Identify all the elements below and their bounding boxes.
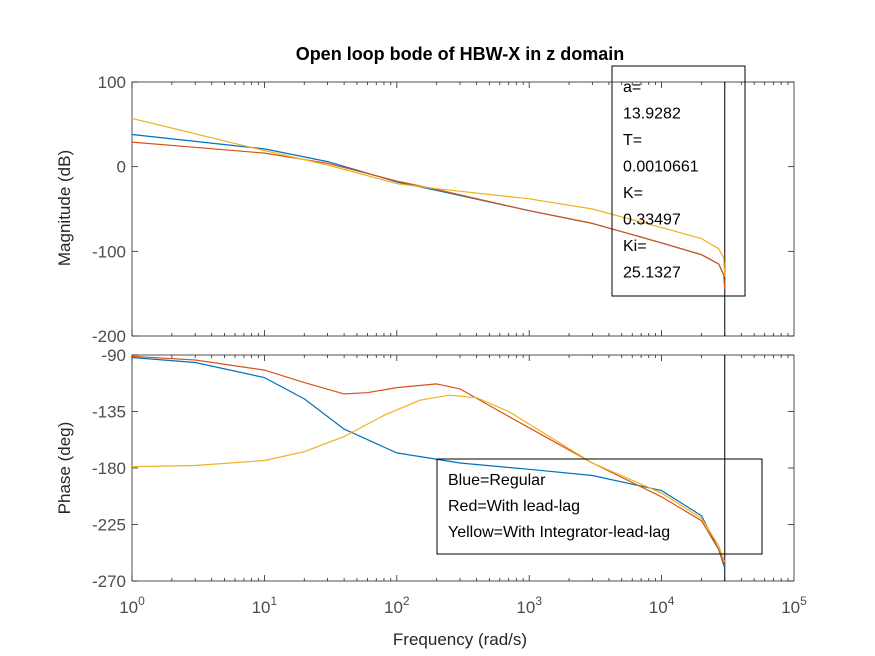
magnitude-panel: 100 0 -100 -200 Magnitude (dB) (55, 73, 795, 346)
params-annotation: a= 13.9282 T= 0.0010661 K= 0.33497 Ki= 25.1327 (611, 65, 746, 297)
params-line: 0.0010661 (623, 159, 699, 176)
legend-text: Blue=Regular Red=With lead-lag Yellow=With… (448, 472, 670, 541)
y-tick-label: 0 (117, 158, 126, 177)
params-line: T= (623, 132, 642, 149)
params-line: 13.9282 (623, 106, 681, 123)
params-text: a= 13.9282 T= 0.0010661 K= 0.33497 Ki= 25.1327 (623, 79, 699, 282)
series-line-blue (131, 356, 726, 569)
phase-xlabel: Frequency (rad/s) (393, 630, 527, 649)
params-line: 25.1327 (623, 265, 681, 282)
phase-lines (131, 355, 726, 581)
legend-line: Red=With lead-lag (448, 498, 580, 515)
y-tick-label: -200 (92, 327, 126, 346)
series-line-yellow (131, 117, 726, 277)
phase-ylabel: Phase (deg) (55, 422, 74, 515)
phase-axes-box (131, 354, 795, 582)
y-tick-label: -100 (92, 242, 126, 261)
series-line-yellow (131, 394, 726, 563)
chart-title: Open loop bode of HBW-X in z domain (296, 44, 625, 64)
series-line-red (131, 355, 726, 567)
params-line: a= (623, 79, 641, 96)
x-tick-label: 100 (119, 594, 145, 617)
x-tick-label: 101 (252, 594, 278, 617)
magnitude-lines (131, 82, 726, 336)
magnitude-ylabel: Magnitude (dB) (55, 150, 74, 266)
params-line: Ki= (623, 238, 647, 255)
y-tick-label: -90 (101, 346, 126, 365)
legend-line: Blue=Regular (448, 472, 546, 489)
x-tick-label: 102 (384, 594, 410, 617)
y-tick-label: -180 (92, 459, 126, 478)
legend-annotation: Blue=Regular Red=With lead-lag Yellow=With… (436, 458, 763, 555)
x-tick-label: 104 (649, 594, 675, 617)
phase-ticks: -90 -135 -180 -225 -270 100 101 102 103 104 105 (92, 346, 807, 617)
x-tick-label: 105 (781, 594, 807, 617)
phase-panel: -90 -135 -180 -225 -270 100 101 102 103 104 105 Ph… (55, 346, 807, 649)
params-line: 0.33497 (623, 212, 681, 229)
legend-line: Yellow=With Integrator-lead-lag (448, 524, 670, 541)
series-line-red (131, 141, 726, 290)
magnitude-axes-box (131, 81, 795, 337)
x-tick-label: 103 (516, 594, 542, 617)
magnitude-ticks: 100 0 -100 -200 (92, 73, 794, 346)
y-tick-label: -225 (92, 516, 126, 535)
params-box (611, 65, 746, 297)
params-line: K= (623, 185, 643, 202)
y-tick-label: 100 (98, 73, 126, 92)
y-tick-label: -135 (92, 403, 126, 422)
y-tick-label: -270 (92, 572, 126, 591)
legend-box (436, 458, 763, 555)
